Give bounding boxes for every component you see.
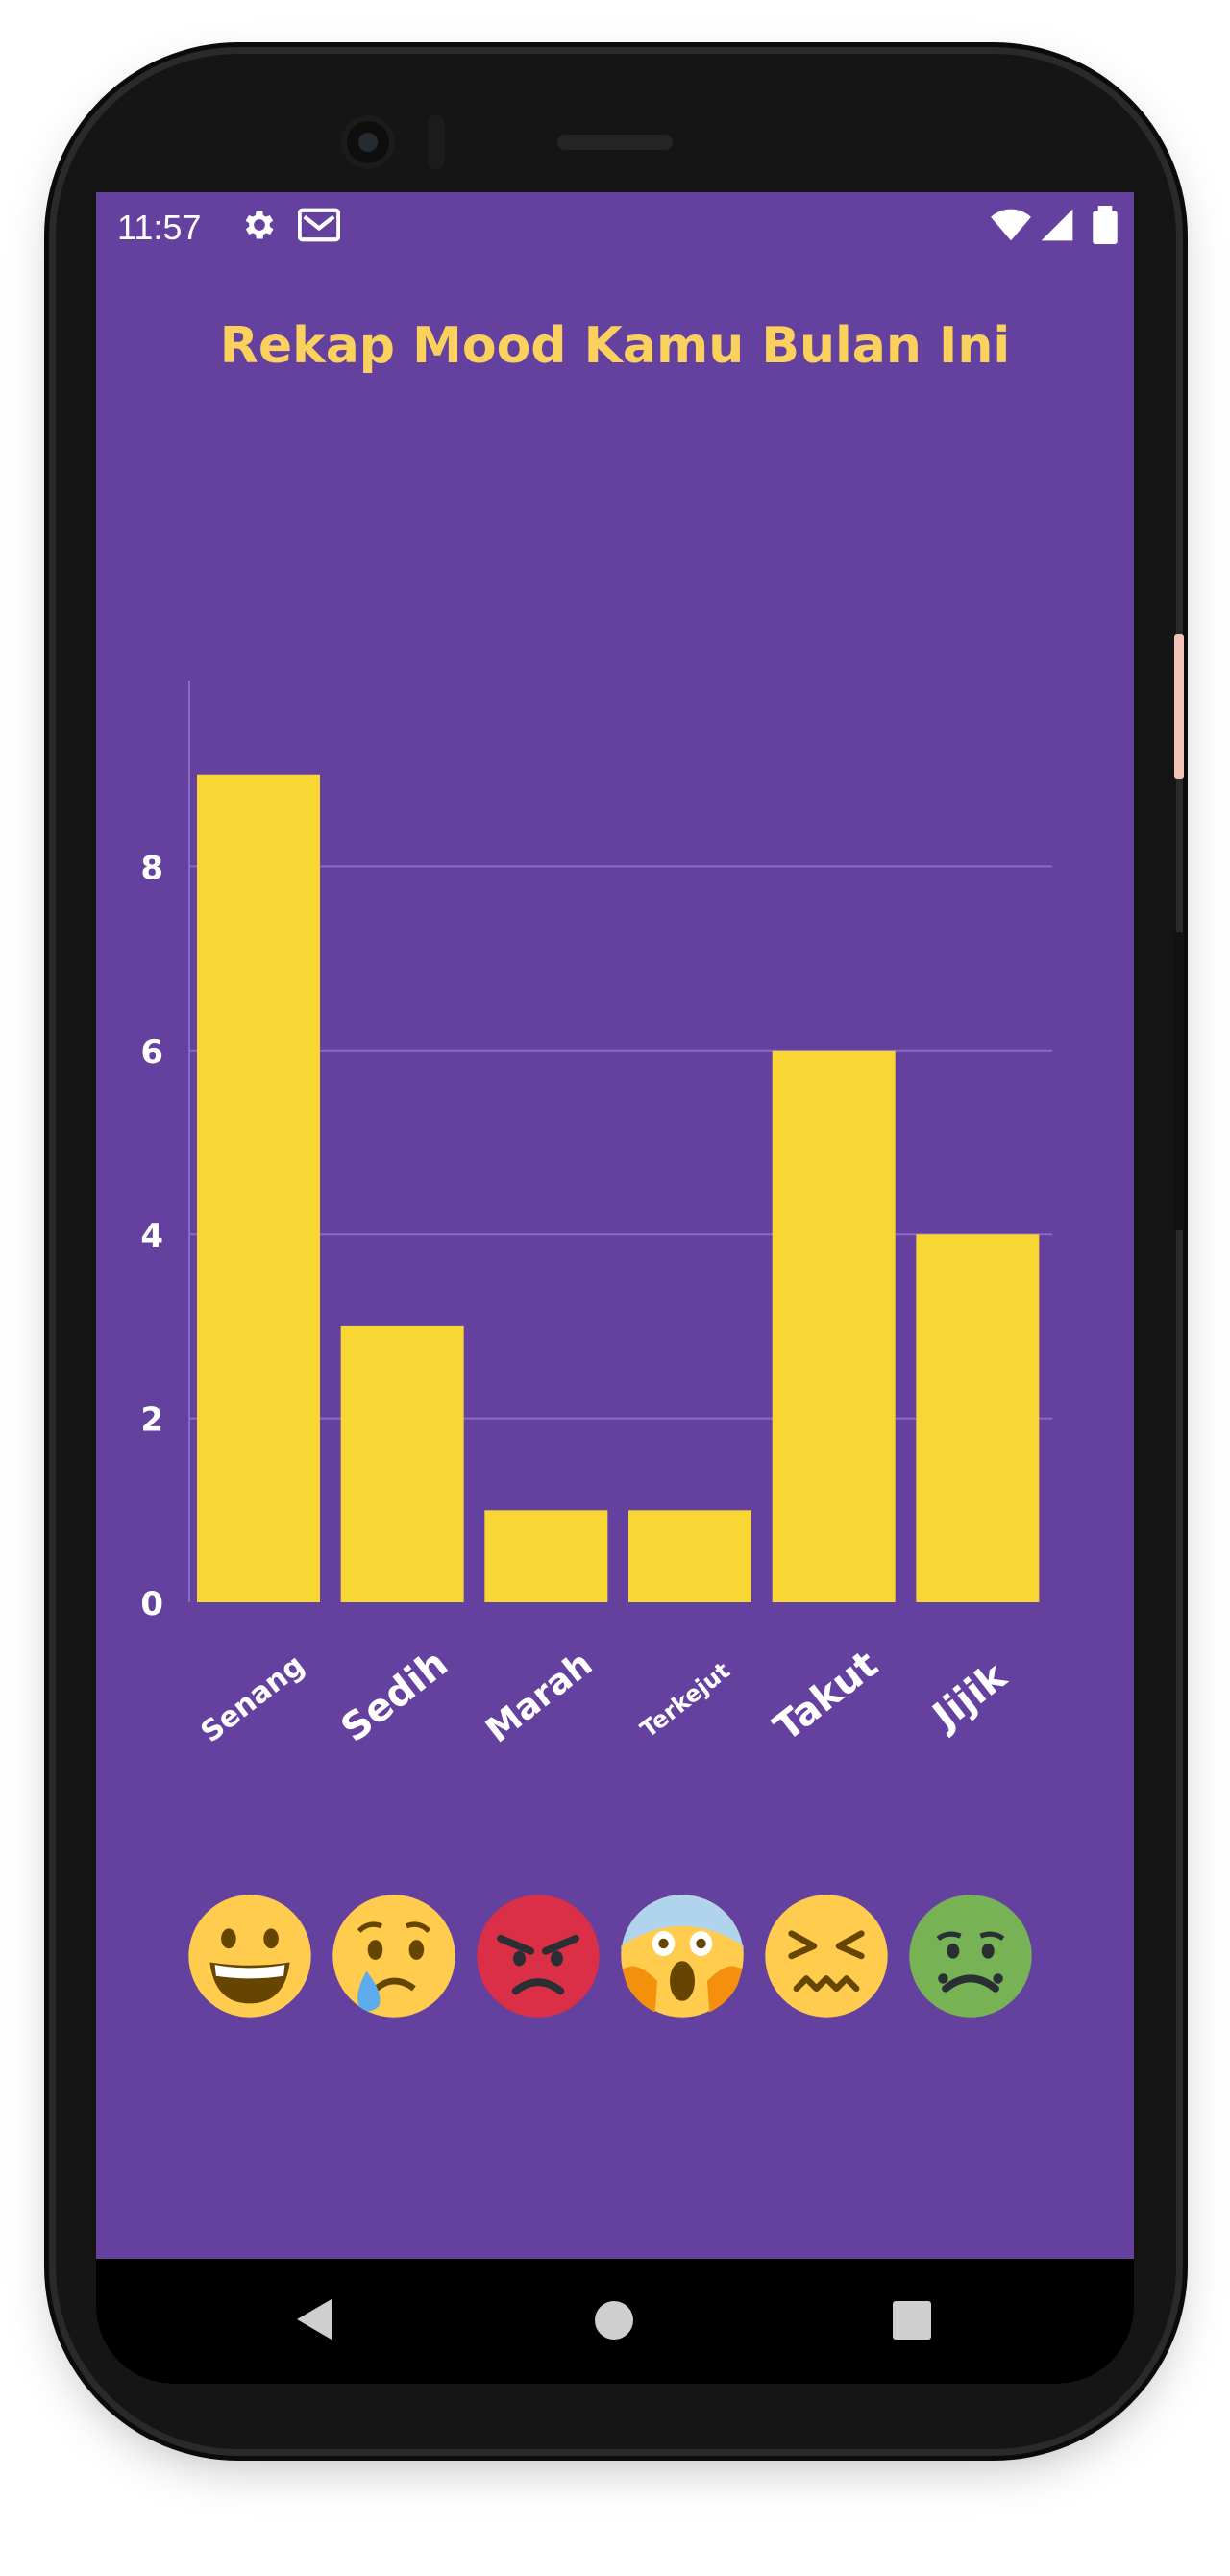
gmail-icon xyxy=(297,206,341,248)
status-time: 11:57 xyxy=(117,208,202,247)
crying-face-icon xyxy=(332,1895,455,2018)
page-title: Rekap Mood Kamu Bulan Ini xyxy=(219,317,1011,375)
back-triangle-icon[interactable] xyxy=(293,2297,337,2341)
bar-senang xyxy=(197,774,320,1602)
y-tick-label: 4 xyxy=(140,1217,163,1255)
screaming-face-icon xyxy=(621,1895,744,2018)
status-bar: 11:57 xyxy=(96,192,1134,260)
settings-gear-icon xyxy=(240,206,279,248)
bar-takut xyxy=(772,1050,896,1602)
bar-sedih xyxy=(340,1325,464,1602)
system-navigation-bar xyxy=(96,2259,1134,2384)
side-button-volume xyxy=(1174,932,1184,1230)
angry-face-icon xyxy=(477,1895,600,2018)
grinning-face-icon xyxy=(188,1895,311,2018)
confounded-face-icon xyxy=(765,1895,888,2018)
side-button-power xyxy=(1174,634,1184,779)
bar-marah xyxy=(484,1510,608,1602)
front-camera xyxy=(341,115,395,169)
x-tick-label: Takut xyxy=(766,1643,887,1750)
x-tick-label: Senang xyxy=(195,1648,311,1749)
earpiece-speaker xyxy=(557,135,673,150)
y-tick-label: 8 xyxy=(140,849,163,887)
y-tick-label: 0 xyxy=(140,1585,163,1623)
proximity-sensor xyxy=(428,115,445,169)
y-tick-label: 6 xyxy=(140,1033,163,1072)
x-tick-label: Marah xyxy=(479,1644,600,1750)
recents-square-icon[interactable] xyxy=(892,2300,932,2341)
bar-jijik xyxy=(916,1234,1040,1602)
battery-icon xyxy=(1091,206,1119,248)
cellular-signal-icon xyxy=(1038,206,1076,248)
app-screen: 11:57 Rekap Mood Kamu Bulan Ini 0 2 4 6 8 Sen… xyxy=(96,192,1134,2384)
nauseated-face-icon xyxy=(909,1895,1032,2018)
mood-bar-chart: 0 2 4 6 8 Senang Sedih Marah Terkejut Takut Jijik xyxy=(140,681,1052,1751)
bar-terkejut xyxy=(628,1510,751,1602)
y-tick-label: 2 xyxy=(140,1401,163,1440)
home-circle-icon[interactable] xyxy=(594,2300,634,2341)
wifi-icon xyxy=(990,206,1032,248)
x-tick-label: Terkejut xyxy=(635,1657,735,1744)
x-tick-label: Sedih xyxy=(333,1642,456,1751)
x-tick-label: Jijik xyxy=(922,1653,1016,1740)
